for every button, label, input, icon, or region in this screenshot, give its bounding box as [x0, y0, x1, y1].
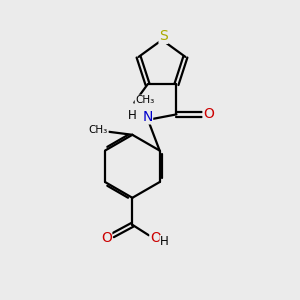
Text: O: O: [150, 231, 161, 245]
Text: O: O: [203, 107, 214, 122]
Text: O: O: [101, 231, 112, 245]
Text: H: H: [128, 109, 137, 122]
Text: S: S: [159, 29, 168, 43]
Text: CH₃: CH₃: [135, 95, 154, 105]
Text: N: N: [142, 110, 152, 124]
Text: H: H: [160, 236, 169, 248]
Text: CH₃: CH₃: [89, 125, 108, 135]
